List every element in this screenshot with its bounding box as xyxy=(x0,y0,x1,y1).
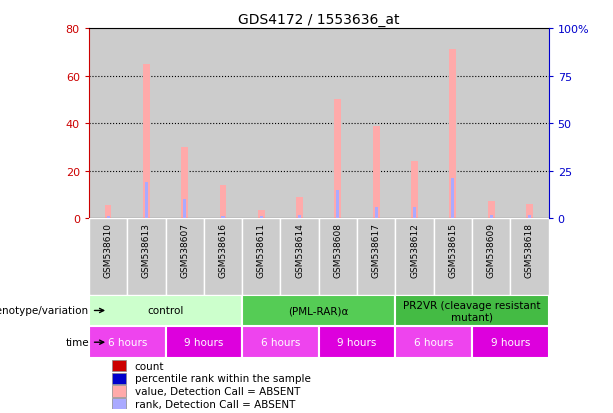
Text: 6 hours: 6 hours xyxy=(261,337,300,347)
Bar xyxy=(449,50,456,219)
Bar xyxy=(337,190,340,219)
Bar xyxy=(411,162,418,219)
Text: GSM538615: GSM538615 xyxy=(448,223,457,278)
Bar xyxy=(112,386,126,397)
Text: rank, Detection Call = ABSENT: rank, Detection Call = ABSENT xyxy=(135,399,295,409)
Bar xyxy=(242,327,319,358)
Bar xyxy=(89,327,166,358)
Bar xyxy=(281,29,319,219)
Bar xyxy=(221,216,224,219)
Bar xyxy=(319,29,357,219)
Text: GSM538607: GSM538607 xyxy=(180,223,189,278)
Bar xyxy=(107,216,110,219)
Text: GSM538618: GSM538618 xyxy=(525,223,534,278)
Bar xyxy=(472,327,549,358)
Text: percentile rank within the sample: percentile rank within the sample xyxy=(135,373,311,383)
Bar xyxy=(510,219,549,295)
Bar xyxy=(89,295,242,327)
Bar xyxy=(219,185,226,219)
Bar xyxy=(472,219,510,295)
Text: PR2VR (cleavage resistant
mutant): PR2VR (cleavage resistant mutant) xyxy=(403,300,541,321)
Bar xyxy=(526,204,533,219)
Text: 6 hours: 6 hours xyxy=(107,337,147,347)
Bar xyxy=(204,219,242,295)
Bar xyxy=(434,29,472,219)
Bar xyxy=(472,29,510,219)
Text: GSM538610: GSM538610 xyxy=(104,223,113,278)
Text: GSM538609: GSM538609 xyxy=(487,223,496,278)
Bar xyxy=(413,207,416,219)
Bar xyxy=(395,327,472,358)
Bar xyxy=(395,219,434,295)
Title: GDS4172 / 1553636_at: GDS4172 / 1553636_at xyxy=(238,12,400,26)
Bar xyxy=(298,215,301,219)
Bar xyxy=(112,360,126,371)
Bar xyxy=(373,126,379,219)
Bar xyxy=(357,29,395,219)
Bar xyxy=(181,147,188,219)
Bar xyxy=(112,398,126,409)
Text: 9 hours: 9 hours xyxy=(490,337,530,347)
Bar xyxy=(319,219,357,295)
Bar xyxy=(204,29,242,219)
Text: GSM538614: GSM538614 xyxy=(295,223,304,278)
Text: GSM538616: GSM538616 xyxy=(218,223,227,278)
Bar xyxy=(510,29,549,219)
Bar xyxy=(112,373,126,384)
Bar xyxy=(528,215,531,219)
Text: 9 hours: 9 hours xyxy=(337,337,377,347)
Text: count: count xyxy=(135,361,164,371)
Bar xyxy=(488,201,495,219)
Text: time: time xyxy=(65,337,104,347)
Bar xyxy=(296,197,303,219)
Bar xyxy=(128,219,166,295)
Bar xyxy=(375,207,378,219)
Text: GSM538611: GSM538611 xyxy=(257,223,266,278)
Bar xyxy=(490,215,493,219)
Bar xyxy=(258,211,265,219)
Bar xyxy=(183,200,186,219)
Text: value, Detection Call = ABSENT: value, Detection Call = ABSENT xyxy=(135,386,300,396)
Bar xyxy=(89,29,128,219)
Bar xyxy=(242,219,281,295)
Bar xyxy=(145,183,148,219)
Text: (PML-RAR)α: (PML-RAR)α xyxy=(289,306,349,316)
Bar xyxy=(319,327,395,358)
Text: genotype/variation: genotype/variation xyxy=(0,306,104,316)
Text: 6 hours: 6 hours xyxy=(414,337,454,347)
Bar xyxy=(242,295,395,327)
Bar xyxy=(260,216,263,219)
Text: control: control xyxy=(147,306,184,316)
Bar xyxy=(434,219,472,295)
Text: GSM538608: GSM538608 xyxy=(333,223,343,278)
Bar xyxy=(395,29,434,219)
Bar xyxy=(166,29,204,219)
Bar xyxy=(451,179,454,219)
Text: GSM538612: GSM538612 xyxy=(410,223,419,278)
Bar xyxy=(128,29,166,219)
Bar xyxy=(105,206,112,219)
Text: 9 hours: 9 hours xyxy=(184,337,224,347)
Text: GSM538613: GSM538613 xyxy=(142,223,151,278)
Bar xyxy=(395,295,549,327)
Bar xyxy=(143,64,150,219)
Bar xyxy=(335,100,341,219)
Bar xyxy=(89,219,128,295)
Bar xyxy=(166,219,204,295)
Text: GSM538617: GSM538617 xyxy=(371,223,381,278)
Bar xyxy=(242,29,281,219)
Bar xyxy=(281,219,319,295)
Bar xyxy=(166,327,242,358)
Bar xyxy=(357,219,395,295)
